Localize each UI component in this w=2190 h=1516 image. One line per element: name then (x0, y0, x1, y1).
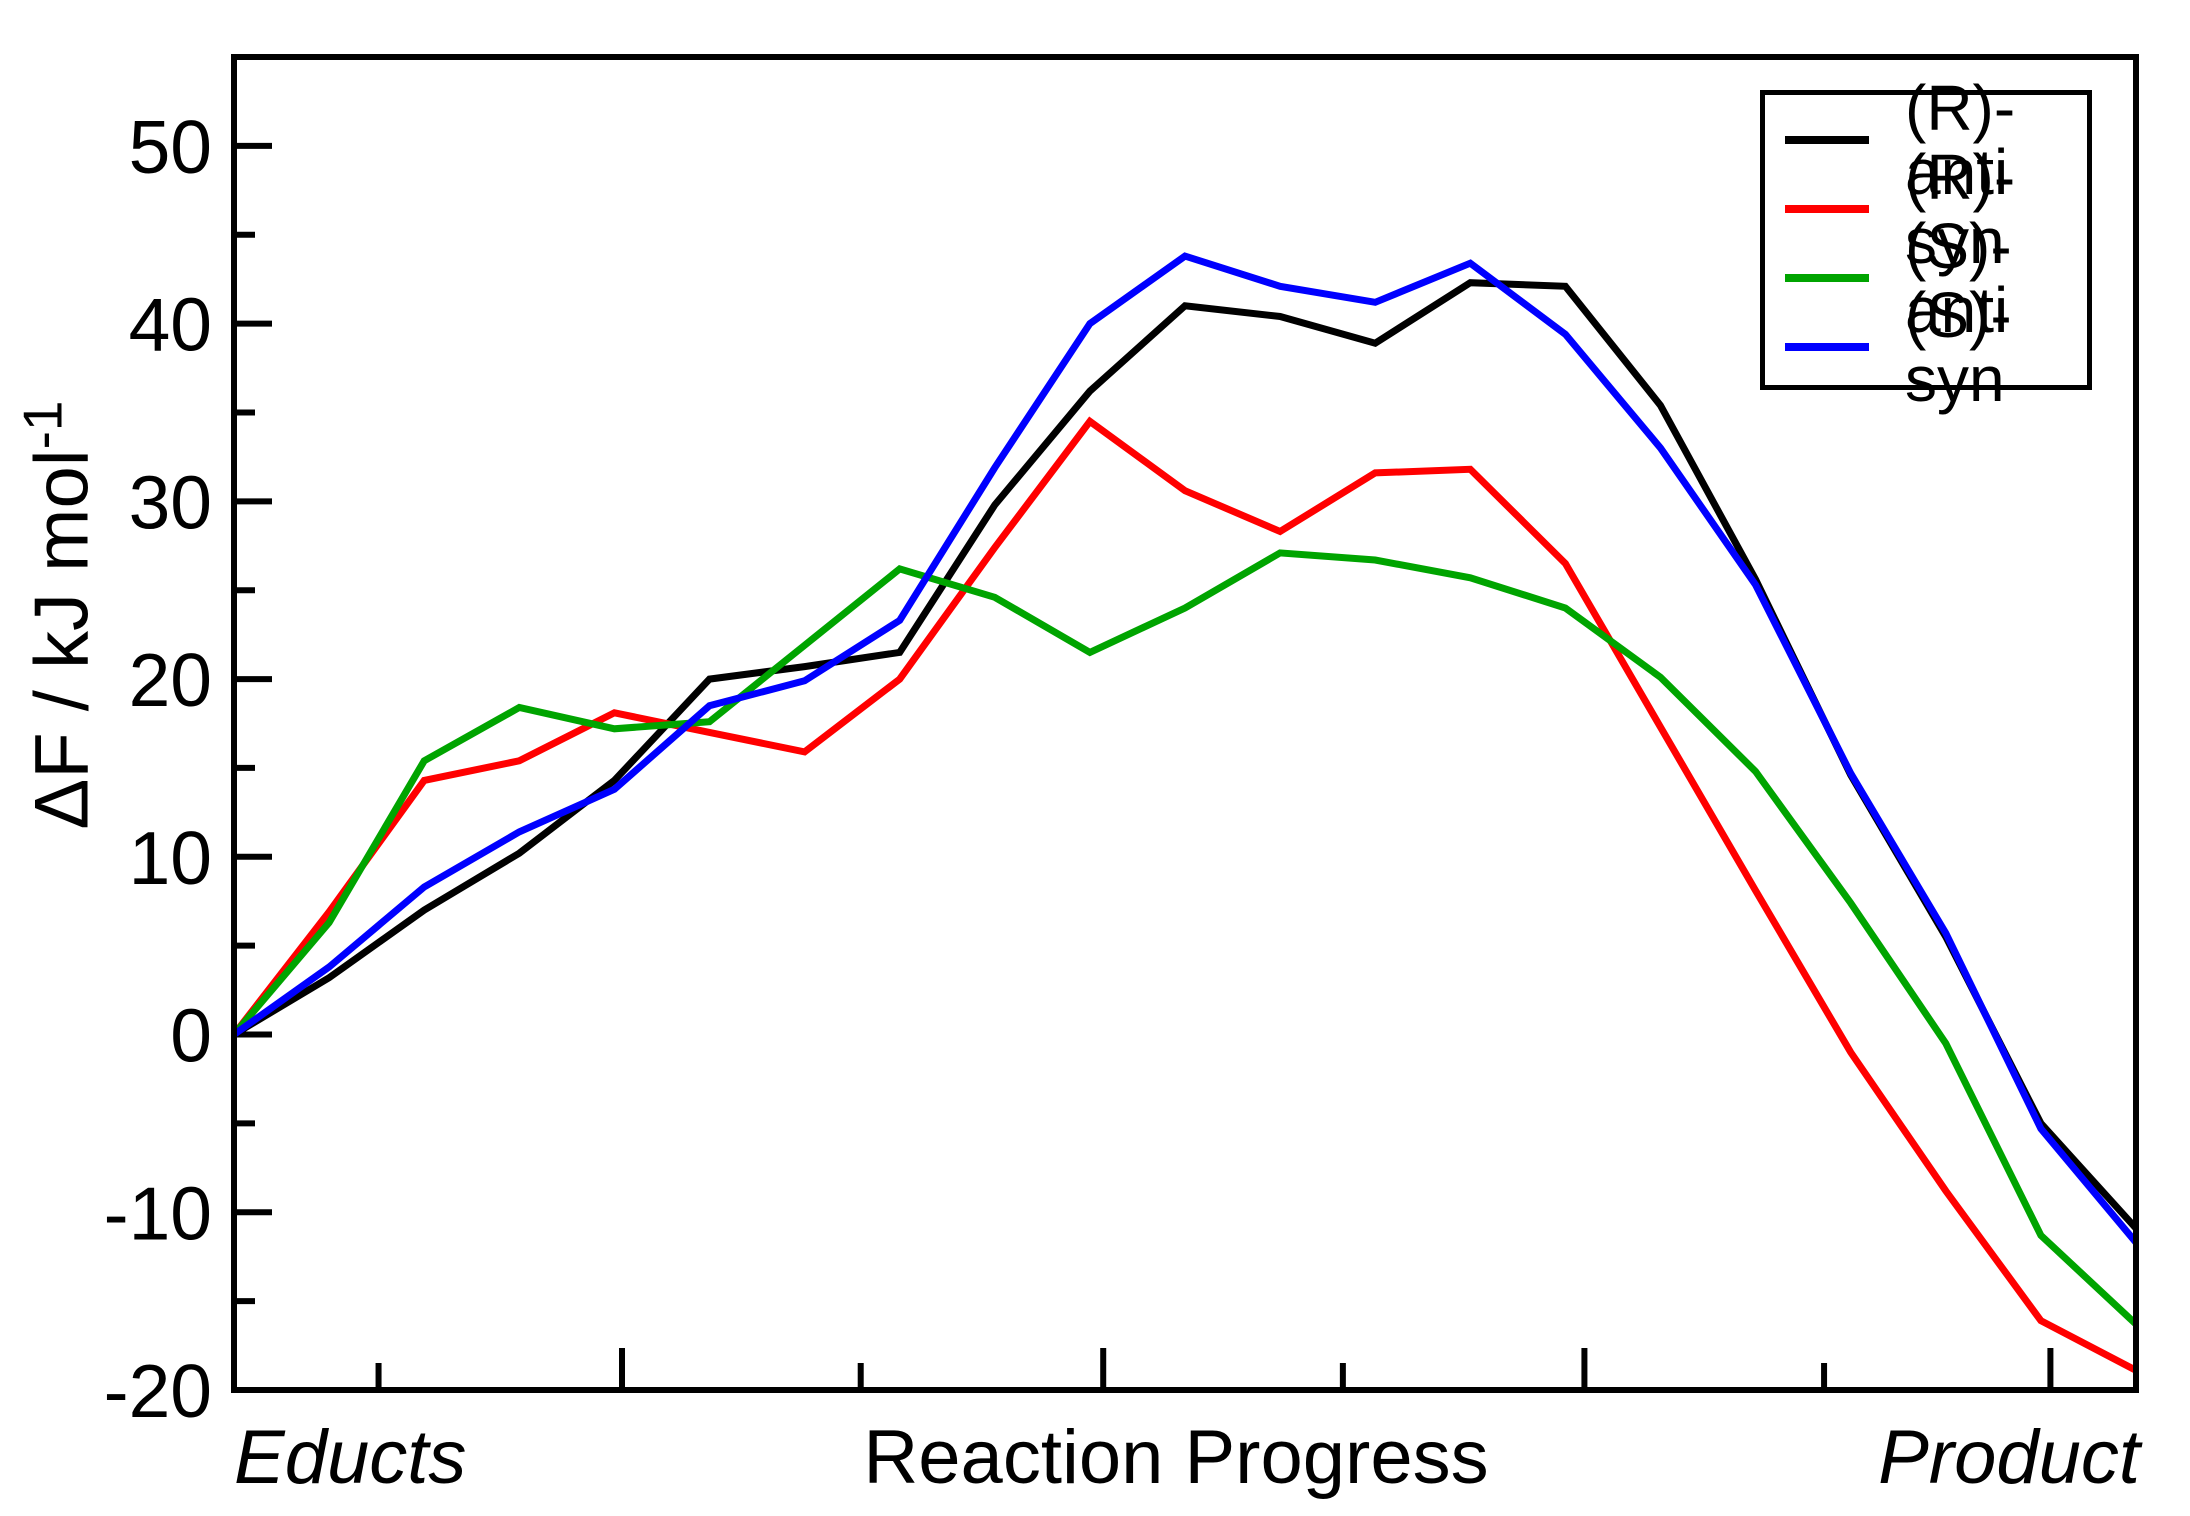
y-tick-label: -10 (104, 1171, 212, 1255)
legend-item: (R)-syn (1765, 145, 2087, 273)
plot-frame (231, 54, 2139, 1393)
y-tick-label: 40 (129, 283, 212, 367)
x-axis-label-product: Product (1878, 1415, 2140, 1500)
legend-item: (S)-anti (1765, 214, 2087, 342)
series-line-(R)-syn (231, 416, 2138, 1374)
x-axis-label-reaction-progress: Reaction Progress (863, 1415, 1489, 1500)
legend-item-label: (R)-anti (1905, 71, 2016, 208)
x-axis-label-educts: Educts (234, 1415, 467, 1500)
series-line-(S)-syn (231, 252, 2139, 1245)
y-tick-label: 20 (129, 638, 212, 722)
y-tick-label: 0 (170, 994, 212, 1078)
y-tick-label: -20 (104, 1349, 212, 1433)
legend-item-label: (R)-syn (1905, 140, 2016, 277)
legend-item-label: (S)-anti (1905, 209, 2012, 346)
legend-swatch-(S)-anti (1785, 273, 1869, 282)
y-axis-label-text: ΔF / kJ mol (19, 449, 105, 830)
legend-swatch-(R)-syn (1785, 204, 1869, 213)
y-axis-label: ΔF / kJ mol-1 (10, 400, 105, 829)
series-line-(S)-anti (231, 549, 2139, 1327)
legend-swatch-(R)-anti (1785, 135, 1869, 144)
y-axis-label-superscript: -1 (11, 400, 74, 450)
legend: (R)-anti (R)-syn (S)-anti (S)-syn (1760, 76, 2092, 411)
legend-item: (S)-syn (1765, 283, 2087, 411)
legend-item-label: (S)-syn (1905, 278, 2012, 415)
legend-item: (R)-anti (1765, 76, 2087, 204)
y-tick-label: 10 (129, 816, 212, 900)
series-line-(R)-anti (232, 279, 2139, 1231)
y-tick-label: 30 (129, 460, 212, 544)
y-tick-label: 50 (129, 105, 212, 189)
legend-swatch-(S)-syn (1785, 342, 1869, 351)
